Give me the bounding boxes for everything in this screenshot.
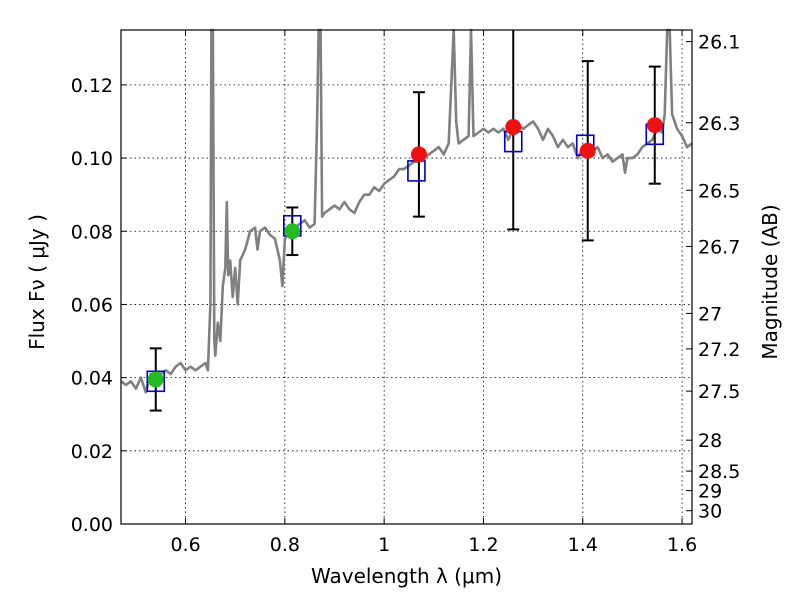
y-tick-label: 0.00 bbox=[71, 514, 113, 536]
observed-flux-point bbox=[579, 142, 596, 159]
magnitude-tick-label: 27 bbox=[698, 303, 722, 325]
magnitude-tick-label: 26.3 bbox=[698, 113, 740, 135]
observed-flux-point bbox=[646, 117, 663, 134]
x-axis-title: Wavelength λ (μm) bbox=[311, 564, 502, 588]
x-tick-label: 1 bbox=[378, 534, 390, 556]
magnitude-tick-label: 27.2 bbox=[698, 339, 740, 361]
grid-lines bbox=[121, 30, 692, 524]
x-tick-label: 0.6 bbox=[170, 534, 200, 556]
y-tick-label: 0.10 bbox=[71, 148, 113, 170]
x-tick-label: 1.6 bbox=[667, 534, 697, 556]
magnitude-tick-label: 29 bbox=[698, 481, 722, 503]
magnitude-tick-label: 28.5 bbox=[698, 461, 740, 483]
axis-ticks: 0.6 0.8 1 1.2 1.4 1.6 0.00 0.02 0.04 0.06 0.08 0.10… bbox=[71, 30, 740, 556]
observed-flux-point bbox=[410, 146, 427, 163]
y-tick-label: 0.06 bbox=[71, 294, 113, 316]
observed-flux-point bbox=[505, 118, 522, 135]
observed-flux-point bbox=[147, 371, 164, 388]
x-tick-label: 0.8 bbox=[270, 534, 300, 556]
y-axis-title: Flux Fν ( μJy ) bbox=[25, 214, 49, 350]
y-tick-label: 0.02 bbox=[71, 441, 113, 463]
magnitude-axis-title: Magnitude (AB) bbox=[758, 204, 782, 359]
magnitude-tick-label: 26.1 bbox=[698, 32, 740, 54]
model-spectrum-line bbox=[120, 28, 693, 394]
y-tick-label: 0.08 bbox=[71, 221, 113, 243]
x-tick-label: 1.4 bbox=[568, 534, 598, 556]
magnitude-tick-label: 28 bbox=[698, 430, 722, 452]
model-flux-square bbox=[146, 370, 166, 393]
x-tick-label: 1.2 bbox=[468, 534, 498, 556]
y-tick-label: 0.12 bbox=[71, 75, 113, 97]
magnitude-tick-label: 27.5 bbox=[698, 381, 740, 403]
magnitude-tick-label: 26.5 bbox=[698, 180, 740, 202]
plot-area bbox=[120, 28, 693, 412]
magnitude-tick-label: 30 bbox=[698, 501, 722, 523]
observed-points bbox=[147, 117, 663, 388]
magnitude-tick-label: 26.7 bbox=[698, 236, 740, 258]
axes-frame bbox=[120, 29, 693, 525]
y-tick-label: 0.04 bbox=[71, 368, 113, 390]
observed-flux-point bbox=[284, 223, 301, 240]
